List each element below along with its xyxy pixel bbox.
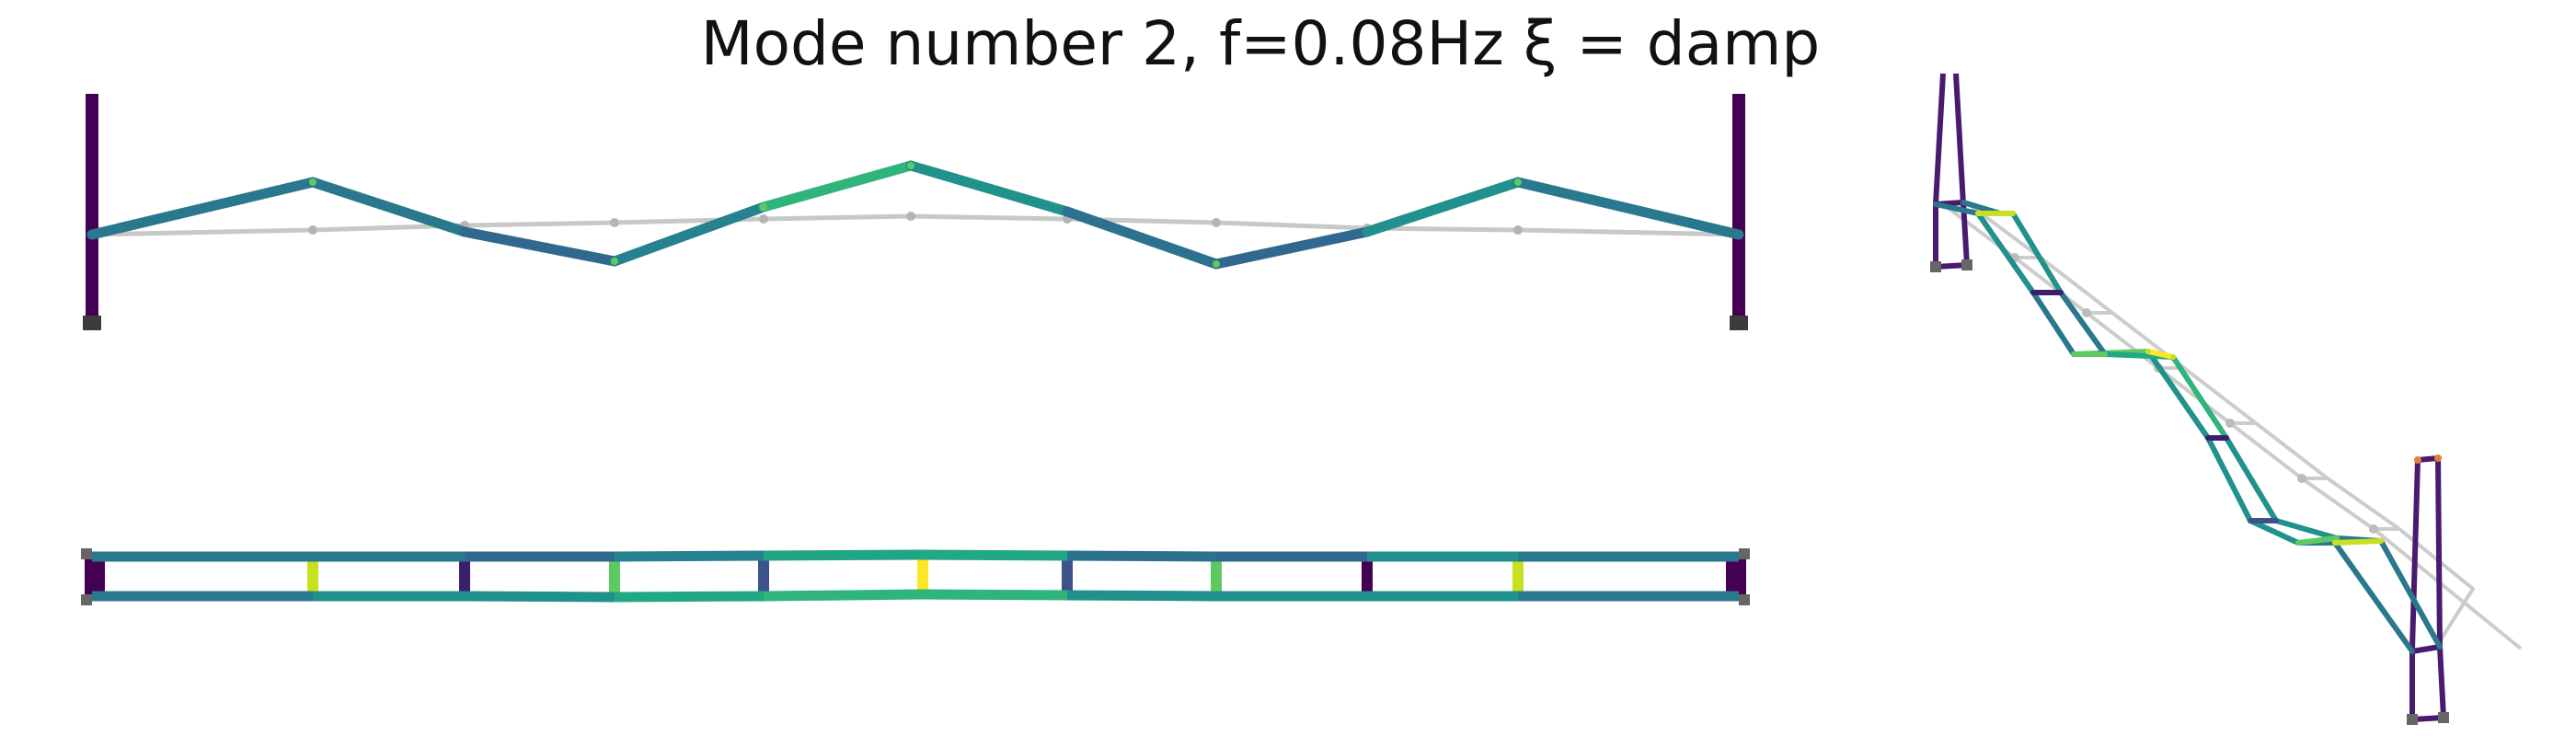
plan-right-end [1726,554,1746,600]
elevation-right-support [1730,316,1748,330]
plan-view [81,548,1750,605]
plan-left-end [85,554,105,600]
plan-bottom-girder [92,589,1739,603]
isometric-right-supports [2407,712,2449,725]
figure-title: Mode number 2, f=0.08Hz ξ = damp [701,8,1821,79]
isometric-deformed-nodes [1975,211,2384,546]
plan-support-markers [81,548,1750,605]
isometric-deformed-girder-a [1933,201,2415,654]
isometric-right-tower-nodes [2414,454,2442,464]
elevation-deformed-nodes [309,162,1522,268]
isometric-deformed-cross-beams [1975,211,2384,546]
isometric-left-supports [1930,259,1972,272]
isometric-view [1930,73,2523,725]
isometric-left-tower [1933,73,1970,270]
plan-top-girder [92,549,1739,562]
elevation-view [83,94,1748,330]
plan-cross-beams [307,556,1524,596]
elevation-undeformed-deck [91,213,1740,237]
elevation-deformed-deck [86,160,1744,270]
elevation-left-support [83,316,101,330]
isometric-right-tower [2409,455,2446,722]
